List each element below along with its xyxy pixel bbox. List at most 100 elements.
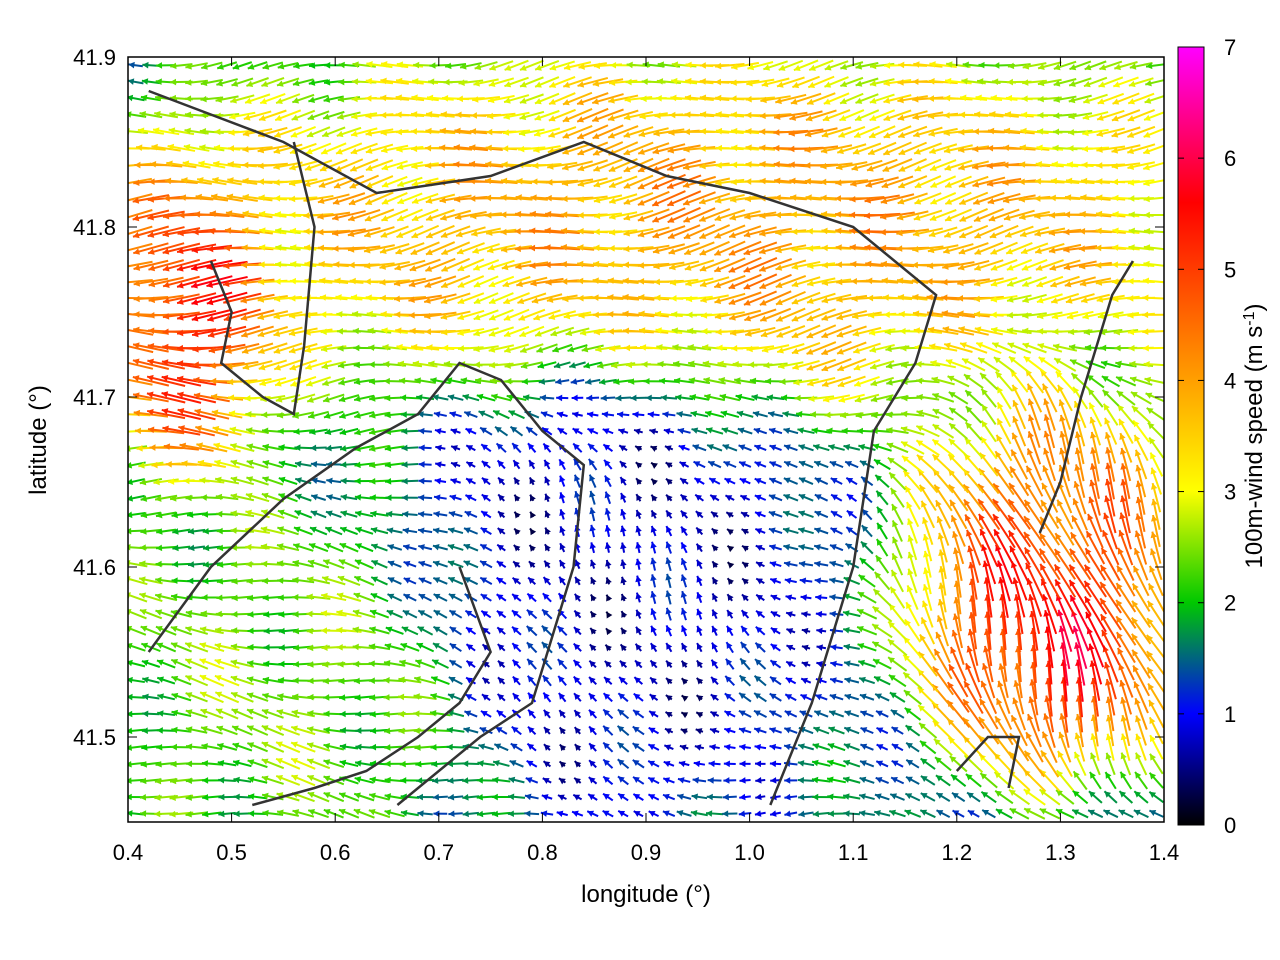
wind-arrow-head	[128, 625, 133, 632]
wind-arrow-head	[384, 727, 391, 735]
wind-arrow-head	[447, 777, 454, 784]
wind-arrow-head	[948, 737, 956, 745]
wind-arrow-head	[904, 707, 912, 715]
wind-arrow-head	[903, 690, 911, 697]
wind-arrow-head	[706, 810, 713, 817]
wind-arrow-head	[170, 743, 177, 751]
wind-arrow-head	[171, 675, 179, 683]
wind-arrow-head	[949, 664, 955, 672]
wind-arrow-head	[447, 693, 455, 700]
wind-arrow-head	[140, 761, 148, 768]
wind-arrow-head	[620, 594, 628, 601]
wind-arrow-head	[291, 709, 299, 716]
wind-arrow-head	[982, 645, 990, 653]
wind-arrow-head	[507, 793, 515, 801]
wind-arrow-shaft	[1101, 629, 1121, 666]
wind-arrow-head	[799, 577, 807, 585]
wind-arrow-head	[603, 759, 610, 766]
wind-arrow-head	[1103, 662, 1111, 669]
wind-arrow-head	[696, 608, 703, 616]
wind-arrow-head	[784, 810, 791, 818]
wind-arrow-head	[1072, 626, 1079, 633]
wind-arrow-head	[292, 677, 299, 684]
wind-arrow-head	[859, 693, 867, 700]
wind-arrow-head	[1119, 791, 1127, 798]
wind-arrow-shaft	[948, 663, 969, 698]
wind-arrow-shaft	[1086, 627, 1105, 668]
wind-arrow-shaft	[1100, 613, 1122, 648]
wind-arrow-head	[725, 658, 733, 666]
wind-arrow-head	[497, 677, 505, 684]
wind-arrow-head	[903, 672, 911, 679]
wind-arrow-head	[139, 576, 146, 583]
wind-arrow-head	[201, 760, 209, 767]
wind-arrow-head	[816, 661, 823, 668]
wind-arrow-shaft	[1091, 677, 1099, 717]
wind-arrow-head	[384, 809, 392, 816]
wind-arrow-head	[872, 641, 880, 648]
wind-arrow-head	[171, 726, 178, 734]
wind-arrow-head	[664, 744, 672, 751]
wind-arrow-head	[906, 585, 913, 593]
wind-arrow-head	[1118, 663, 1125, 671]
wind-arrow-head	[262, 809, 269, 817]
wind-arrow-head	[559, 576, 566, 584]
wind-arrow-head	[843, 610, 850, 617]
wind-arrow-head	[218, 810, 225, 818]
wind-arrow-head	[540, 810, 548, 817]
wind-arrow-shaft	[1068, 564, 1092, 598]
wind-arrow-head	[573, 660, 581, 667]
wind-arrow-head	[559, 727, 567, 735]
wind-arrow-head	[696, 643, 703, 650]
wind-arrow-head	[541, 642, 549, 649]
wind-arrow-head	[355, 710, 362, 718]
wind-arrow-head	[1090, 752, 1097, 760]
wind-arrow-head	[476, 793, 483, 801]
wind-arrow-head	[323, 808, 331, 816]
wind-arrow-head	[478, 743, 486, 750]
wind-arrow-head	[307, 742, 314, 749]
wind-arrow-head	[494, 743, 502, 750]
wind-arrow-shaft	[983, 560, 995, 602]
wind-arrow-head	[528, 709, 535, 717]
wind-arrow-head	[857, 609, 864, 616]
wind-arrow-shaft	[1001, 611, 1007, 651]
wind-arrow-head	[1104, 791, 1112, 798]
wind-arrow-head	[337, 661, 344, 668]
wind-arrow-head	[769, 743, 777, 751]
wind-arrow-head	[814, 710, 822, 717]
wind-arrow-head	[844, 726, 852, 733]
wind-arrow-head	[617, 776, 625, 783]
wind-arrow-head	[558, 692, 566, 700]
wind-arrow-head	[784, 727, 792, 734]
wind-arrow-head	[277, 577, 284, 584]
wind-arrow-shaft	[1031, 627, 1038, 667]
wind-arrow-head	[965, 663, 972, 671]
wind-arrow-head	[200, 691, 207, 698]
wind-arrow-head	[770, 594, 778, 601]
wind-arrow-head	[633, 811, 641, 817]
wind-arrow-head	[338, 808, 346, 815]
wind-arrow-head	[827, 793, 834, 801]
wind-arrow-head	[320, 610, 328, 617]
wind-arrow-head	[1043, 610, 1050, 617]
wind-arrow-head	[875, 777, 883, 784]
wind-arrow-head	[1149, 772, 1157, 780]
wind-arrow-head	[740, 658, 747, 666]
wind-arrow-head	[307, 726, 314, 733]
wind-arrow-head	[154, 810, 161, 818]
wind-arrow-head	[155, 576, 162, 584]
wind-arrow-head	[800, 594, 807, 601]
wind-arrow-shaft	[1026, 578, 1043, 617]
wind-arrow-shaft	[969, 561, 978, 600]
wind-arrow-head	[1044, 695, 1051, 703]
wind-arrow-head	[691, 793, 698, 801]
wind-arrow-head	[465, 610, 473, 617]
wind-arrow-head	[431, 760, 438, 768]
wind-arrow-head	[511, 610, 519, 617]
wind-arrow-head	[690, 809, 698, 817]
wind-arrow-head	[336, 609, 343, 617]
wind-arrow-head	[1042, 594, 1049, 602]
wind-arrow-head	[353, 677, 361, 685]
wind-arrow-head	[292, 627, 300, 635]
